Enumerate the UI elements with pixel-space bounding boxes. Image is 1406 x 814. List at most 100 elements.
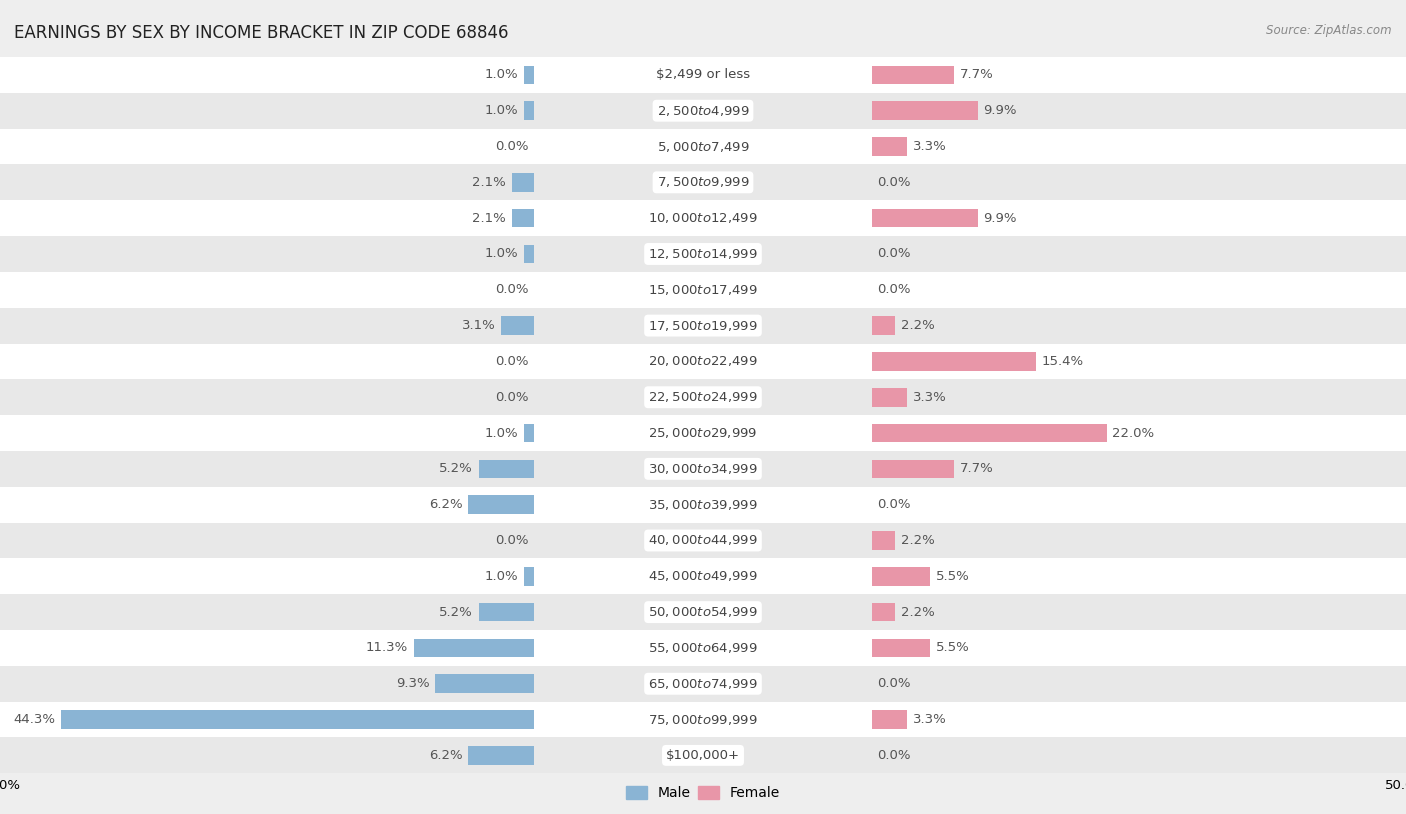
- Text: $15,000 to $17,499: $15,000 to $17,499: [648, 282, 758, 297]
- Text: $5,000 to $7,499: $5,000 to $7,499: [657, 139, 749, 154]
- Text: 7.7%: 7.7%: [960, 68, 994, 81]
- Text: 1.0%: 1.0%: [484, 68, 517, 81]
- Text: $65,000 to $74,999: $65,000 to $74,999: [648, 676, 758, 691]
- Text: $7,500 to $9,999: $7,500 to $9,999: [657, 175, 749, 190]
- Bar: [0, 164, 1406, 200]
- Bar: [0, 702, 1406, 737]
- Bar: [512, 173, 534, 191]
- Bar: [872, 388, 907, 406]
- Bar: [0, 630, 1406, 666]
- Text: 2.2%: 2.2%: [901, 606, 935, 619]
- Text: 3.3%: 3.3%: [912, 713, 946, 726]
- Text: 1.0%: 1.0%: [484, 104, 517, 117]
- Bar: [0, 344, 1406, 379]
- Text: Source: ZipAtlas.com: Source: ZipAtlas.com: [1267, 24, 1392, 37]
- Bar: [872, 460, 955, 478]
- Text: 44.3%: 44.3%: [13, 713, 55, 726]
- Text: $30,000 to $34,999: $30,000 to $34,999: [648, 462, 758, 476]
- Text: 1.0%: 1.0%: [484, 570, 517, 583]
- Text: 7.7%: 7.7%: [960, 462, 994, 475]
- Text: 2.1%: 2.1%: [472, 176, 506, 189]
- Text: 0.0%: 0.0%: [877, 677, 911, 690]
- Bar: [0, 415, 1406, 451]
- Text: $45,000 to $49,999: $45,000 to $49,999: [648, 569, 758, 584]
- Text: $2,500 to $4,999: $2,500 to $4,999: [657, 103, 749, 118]
- Text: 5.2%: 5.2%: [439, 462, 472, 475]
- Text: 0.0%: 0.0%: [495, 534, 529, 547]
- Bar: [0, 737, 1406, 773]
- Bar: [0, 379, 1406, 415]
- Bar: [872, 317, 896, 335]
- Text: $50,000 to $54,999: $50,000 to $54,999: [648, 605, 758, 619]
- Text: 0.0%: 0.0%: [495, 283, 529, 296]
- Text: 22.0%: 22.0%: [1112, 427, 1154, 440]
- Text: 0.0%: 0.0%: [877, 176, 911, 189]
- Text: 11.3%: 11.3%: [366, 641, 408, 654]
- Text: 3.3%: 3.3%: [912, 140, 946, 153]
- Text: $17,500 to $19,999: $17,500 to $19,999: [648, 318, 758, 333]
- Bar: [0, 308, 1406, 344]
- Bar: [468, 746, 534, 764]
- Bar: [0, 57, 1406, 93]
- Bar: [0, 236, 1406, 272]
- Bar: [478, 603, 534, 621]
- Text: 2.1%: 2.1%: [472, 212, 506, 225]
- Bar: [872, 102, 977, 120]
- Text: $55,000 to $64,999: $55,000 to $64,999: [648, 641, 758, 655]
- Text: 6.2%: 6.2%: [429, 749, 463, 762]
- Bar: [0, 451, 1406, 487]
- Text: $75,000 to $99,999: $75,000 to $99,999: [648, 712, 758, 727]
- Text: $25,000 to $29,999: $25,000 to $29,999: [648, 426, 758, 440]
- Bar: [523, 424, 534, 442]
- Text: 6.2%: 6.2%: [429, 498, 463, 511]
- Legend: Male, Female: Male, Female: [620, 781, 786, 806]
- Bar: [523, 567, 534, 585]
- Text: 0.0%: 0.0%: [877, 498, 911, 511]
- Bar: [872, 639, 931, 657]
- Bar: [0, 272, 1406, 308]
- Bar: [60, 711, 534, 729]
- Text: $20,000 to $22,499: $20,000 to $22,499: [648, 354, 758, 369]
- Text: $2,499 or less: $2,499 or less: [657, 68, 749, 81]
- Bar: [872, 352, 1036, 370]
- Bar: [0, 93, 1406, 129]
- Bar: [872, 532, 896, 549]
- Text: 9.3%: 9.3%: [395, 677, 429, 690]
- Text: 9.9%: 9.9%: [983, 212, 1017, 225]
- Text: $40,000 to $44,999: $40,000 to $44,999: [648, 533, 758, 548]
- Bar: [523, 66, 534, 84]
- Text: $22,500 to $24,999: $22,500 to $24,999: [648, 390, 758, 405]
- Text: 3.3%: 3.3%: [912, 391, 946, 404]
- Bar: [523, 102, 534, 120]
- Bar: [872, 138, 907, 155]
- Bar: [0, 129, 1406, 164]
- Bar: [413, 639, 534, 657]
- Text: 5.5%: 5.5%: [936, 570, 970, 583]
- Text: 3.1%: 3.1%: [461, 319, 495, 332]
- Text: 2.2%: 2.2%: [901, 319, 935, 332]
- Text: 9.9%: 9.9%: [983, 104, 1017, 117]
- Bar: [872, 66, 955, 84]
- Text: EARNINGS BY SEX BY INCOME BRACKET IN ZIP CODE 68846: EARNINGS BY SEX BY INCOME BRACKET IN ZIP…: [14, 24, 509, 42]
- Bar: [872, 567, 931, 585]
- Bar: [0, 594, 1406, 630]
- Bar: [872, 711, 907, 729]
- Text: $12,500 to $14,999: $12,500 to $14,999: [648, 247, 758, 261]
- Text: $10,000 to $12,499: $10,000 to $12,499: [648, 211, 758, 225]
- Text: 0.0%: 0.0%: [877, 247, 911, 260]
- Text: 0.0%: 0.0%: [495, 140, 529, 153]
- Bar: [872, 603, 896, 621]
- Text: 0.0%: 0.0%: [495, 355, 529, 368]
- Text: 0.0%: 0.0%: [877, 749, 911, 762]
- Text: 5.5%: 5.5%: [936, 641, 970, 654]
- Text: $35,000 to $39,999: $35,000 to $39,999: [648, 497, 758, 512]
- Text: 0.0%: 0.0%: [495, 391, 529, 404]
- Bar: [434, 675, 534, 693]
- Text: 5.2%: 5.2%: [439, 606, 472, 619]
- Bar: [0, 666, 1406, 702]
- Text: 1.0%: 1.0%: [484, 427, 517, 440]
- Text: 2.2%: 2.2%: [901, 534, 935, 547]
- Text: 1.0%: 1.0%: [484, 247, 517, 260]
- Bar: [872, 424, 1107, 442]
- Text: $100,000+: $100,000+: [666, 749, 740, 762]
